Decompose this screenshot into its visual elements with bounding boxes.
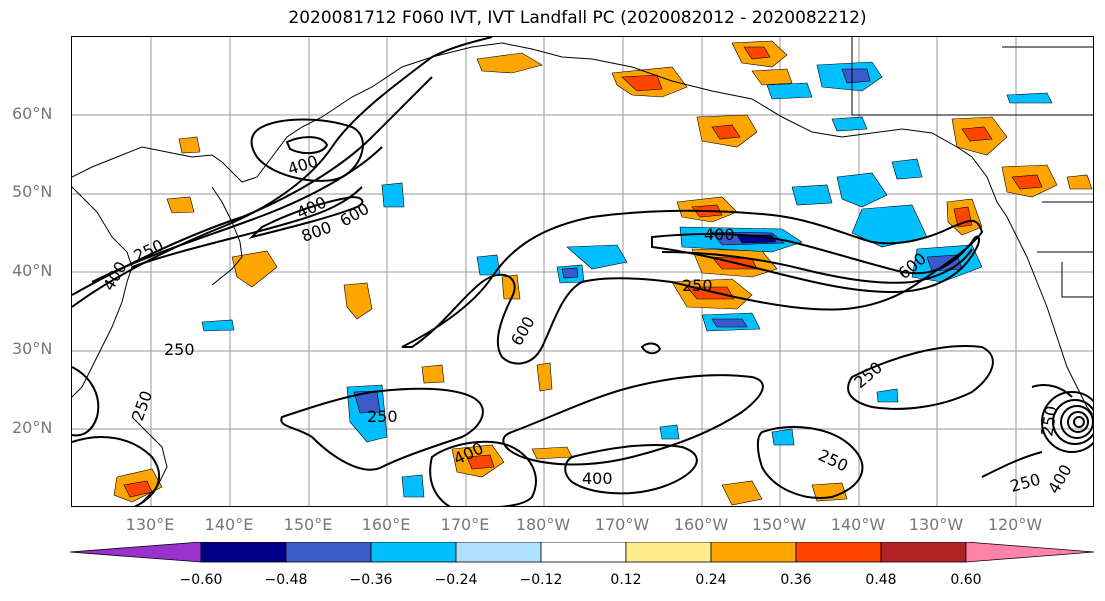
map-canvas: 400 400 800 600 250 400 250 250 400 600 … [72, 37, 1093, 506]
colorbar-segment [455, 542, 542, 563]
colorbar-tick: −0.48 [264, 572, 308, 588]
lon-label-180w: 180°W [515, 515, 571, 534]
colorbar-tick: −0.12 [519, 572, 563, 588]
colorbar-tick: 0.12 [610, 572, 642, 588]
positive-anomaly-shading [113, 40, 1093, 506]
lon-label-150w: 150°W [751, 515, 807, 534]
colorbar-segment [200, 542, 287, 563]
map-title: 2020081712 F060 IVT, IVT Landfall PC (20… [288, 8, 867, 28]
lon-label-140e: 140°E [204, 515, 254, 534]
colorbar-segment [710, 542, 797, 563]
contour-label: 250 [1037, 404, 1061, 437]
colorbar-segment [540, 542, 627, 563]
contour-label: 400 [582, 469, 613, 488]
colorbar-segment [625, 542, 712, 563]
contour-label: 250 [1008, 470, 1042, 496]
lon-label-130e: 130°E [125, 515, 175, 534]
lat-label-40n: 40°N [12, 261, 53, 280]
contour-labels: 400 400 800 600 250 400 250 250 400 600 … [99, 151, 1076, 497]
colorbar-tick: −0.36 [349, 572, 393, 588]
lon-label-150e: 150°E [283, 515, 333, 534]
lon-label-160e: 160°E [361, 515, 411, 534]
lat-label-30n: 30°N [12, 339, 53, 358]
lon-label-170w: 170°W [594, 515, 650, 534]
lon-label-140w: 140°W [830, 515, 886, 534]
colorbar-segment [69, 542, 202, 563]
contour-label: 250 [367, 407, 398, 426]
lon-label-120w: 120°W [987, 515, 1043, 534]
contour-label: 250 [682, 276, 713, 295]
ivt-contours [72, 37, 1093, 506]
coastlines [72, 37, 1093, 503]
lon-label-160w: 160°W [673, 515, 729, 534]
contour-label: 250 [128, 388, 156, 423]
contour-label: 400 [285, 151, 320, 179]
lat-label-60n: 60°N [12, 104, 53, 123]
colorbar-segment [880, 542, 967, 563]
contour-label: 400 [99, 258, 131, 294]
lat-label-50n: 50°N [12, 182, 53, 201]
contour-label: 400 [704, 225, 735, 244]
colorbar-tick: −0.24 [434, 572, 478, 588]
map-panel: 400 400 800 600 250 400 250 250 400 600 … [71, 36, 1094, 507]
contour-label: 400 [1044, 461, 1076, 497]
colorbar [69, 542, 1095, 563]
lon-label-170e: 170°E [440, 515, 490, 534]
colorbar-tick: 0.48 [865, 572, 897, 588]
lon-label-130w: 130°W [908, 515, 964, 534]
contour-label: 250 [164, 340, 195, 359]
contour-label: 800 [299, 217, 334, 245]
colorbar-segment [795, 542, 882, 563]
colorbar-tick: 0.60 [950, 572, 982, 588]
colorbar-segment [965, 542, 1095, 563]
contour-label: 250 [850, 358, 886, 392]
contour-label: 250 [815, 445, 851, 475]
contour-label: 600 [507, 313, 539, 349]
colorbar-segment [285, 542, 372, 563]
colorbar-tick: 0.24 [695, 572, 727, 588]
colorbar-segment [370, 542, 457, 563]
colorbar-tick: −0.60 [179, 572, 223, 588]
colorbar-tick: 0.36 [780, 572, 812, 588]
lat-label-20n: 20°N [12, 418, 53, 437]
